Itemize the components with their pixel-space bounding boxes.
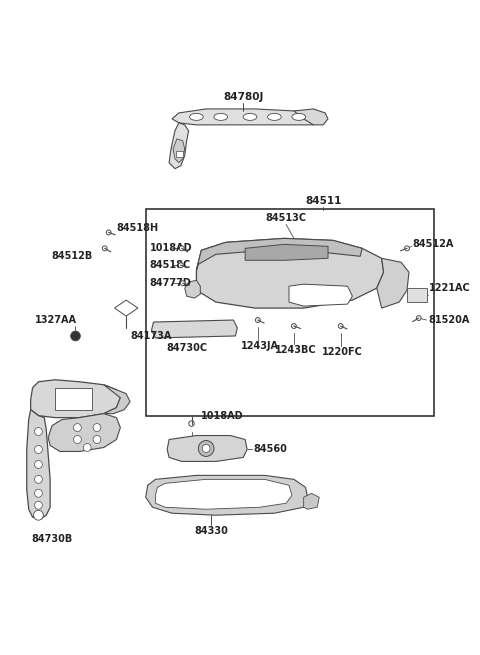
Text: 84518C: 84518C (150, 260, 191, 271)
Circle shape (73, 436, 81, 443)
Circle shape (73, 424, 81, 432)
Ellipse shape (190, 113, 203, 121)
Text: 81520A: 81520A (429, 315, 470, 325)
Circle shape (405, 246, 409, 251)
Circle shape (35, 428, 42, 436)
Ellipse shape (292, 113, 306, 121)
Circle shape (202, 445, 210, 453)
Circle shape (35, 445, 42, 453)
Polygon shape (169, 123, 189, 169)
Circle shape (93, 424, 101, 432)
Circle shape (84, 443, 91, 451)
Polygon shape (104, 384, 130, 414)
Ellipse shape (267, 113, 281, 121)
Bar (55, 388, 92, 409)
Text: 84512A: 84512A (413, 239, 454, 250)
Polygon shape (196, 238, 362, 271)
Polygon shape (172, 109, 321, 125)
Text: 1243BC: 1243BC (275, 345, 317, 355)
Polygon shape (115, 300, 138, 316)
Circle shape (93, 436, 101, 443)
Polygon shape (245, 244, 328, 260)
Text: 84780J: 84780J (223, 92, 264, 102)
Text: 84330: 84330 (194, 526, 228, 536)
Polygon shape (196, 238, 384, 308)
Polygon shape (146, 476, 308, 515)
Text: 84512B: 84512B (51, 252, 92, 261)
Circle shape (102, 246, 107, 251)
Text: 1220FC: 1220FC (322, 347, 363, 357)
Polygon shape (27, 409, 50, 519)
Ellipse shape (214, 113, 228, 121)
Text: 84730B: 84730B (32, 534, 72, 544)
Circle shape (179, 263, 183, 268)
Text: 1327AA: 1327AA (35, 315, 77, 325)
Circle shape (106, 230, 111, 235)
Text: 84560: 84560 (253, 445, 287, 455)
Circle shape (35, 476, 42, 483)
Text: 84730C: 84730C (166, 343, 207, 353)
Polygon shape (167, 436, 247, 461)
Text: 84513C: 84513C (265, 214, 307, 223)
Circle shape (34, 510, 43, 520)
Circle shape (180, 281, 185, 286)
Text: 84518H: 84518H (117, 223, 158, 233)
Text: 1243JA: 1243JA (241, 341, 279, 351)
Circle shape (71, 331, 80, 341)
Polygon shape (289, 284, 352, 306)
Polygon shape (152, 320, 237, 338)
Polygon shape (304, 493, 319, 509)
Polygon shape (31, 380, 120, 418)
Polygon shape (156, 479, 292, 509)
Circle shape (291, 324, 296, 328)
Text: 1221AC: 1221AC (429, 283, 470, 293)
Bar (176, 151, 183, 157)
Circle shape (35, 460, 42, 468)
Polygon shape (294, 109, 328, 125)
Bar (407, 288, 427, 302)
Ellipse shape (243, 113, 257, 121)
Polygon shape (48, 414, 120, 451)
Circle shape (198, 441, 214, 457)
Circle shape (189, 421, 194, 426)
Circle shape (338, 324, 343, 328)
Text: 84777D: 84777D (150, 278, 192, 288)
Circle shape (416, 316, 421, 320)
Text: 84511: 84511 (305, 196, 341, 206)
Circle shape (255, 318, 260, 322)
Polygon shape (185, 280, 200, 298)
Circle shape (180, 246, 184, 251)
Text: 1018AD: 1018AD (201, 411, 244, 421)
Text: 84173A: 84173A (130, 331, 171, 341)
Polygon shape (377, 258, 409, 308)
Text: 1018AD: 1018AD (150, 244, 192, 253)
Circle shape (35, 489, 42, 497)
Polygon shape (173, 139, 185, 162)
Circle shape (35, 501, 42, 509)
Bar (146, 208, 434, 416)
